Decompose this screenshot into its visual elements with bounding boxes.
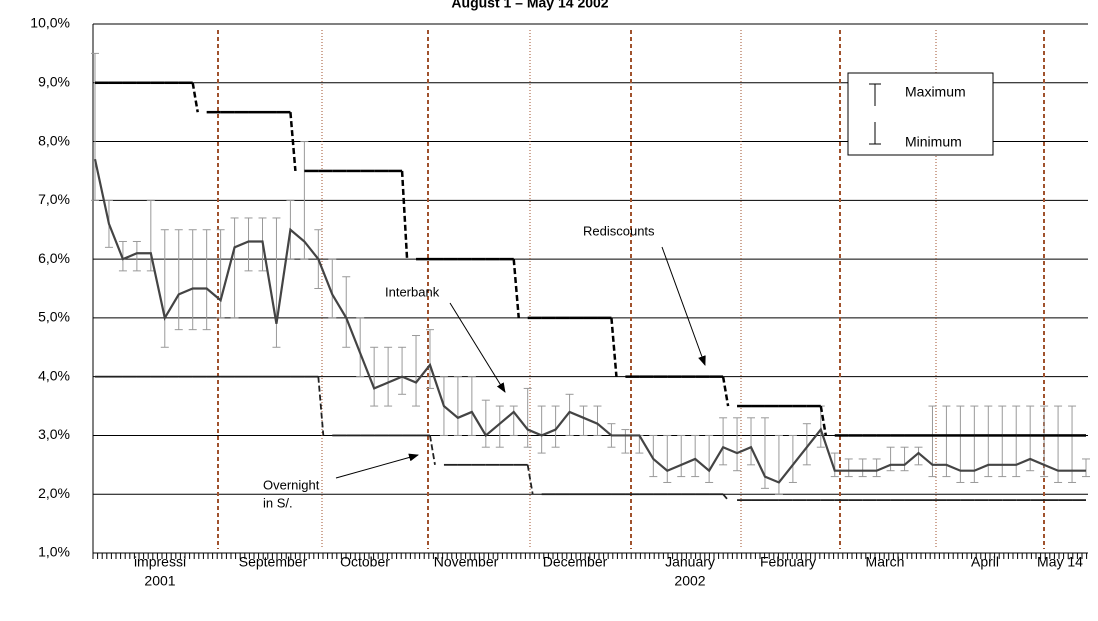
x-tick-label: December — [543, 554, 608, 570]
step-segment — [317, 376, 325, 436]
y-tick-label: 2,0% — [38, 485, 70, 501]
annotation: Rediscounts — [583, 223, 655, 238]
step-segment — [512, 259, 520, 318]
x-tick-label: May 14 — [1037, 554, 1083, 570]
y-tick-label: 7,0% — [38, 191, 70, 207]
step-segment — [429, 435, 436, 465]
x-tick-label: impressi — [134, 554, 186, 570]
step-segment — [610, 317, 618, 377]
step-segment — [722, 493, 729, 501]
step-segment — [289, 112, 297, 172]
y-tick-label: 5,0% — [38, 309, 70, 325]
step-segment — [191, 82, 199, 113]
annotation: in S/. — [263, 495, 293, 510]
step-segment — [819, 405, 828, 436]
annotation: Overnight — [263, 477, 320, 492]
interbank-line — [93, 158, 1086, 484]
x-tick-label: January — [665, 554, 715, 570]
x-tick-label: April — [971, 554, 999, 570]
x-tick-label: September — [239, 554, 308, 570]
x-tick-sublabel: 2001 — [144, 573, 175, 589]
y-tick-label: 3,0% — [38, 426, 70, 442]
x-tick-label: March — [866, 554, 905, 570]
annotation-arrow — [449, 302, 506, 393]
y-tick-label: 10,0% — [30, 15, 70, 31]
legend-label: Minimum — [905, 134, 962, 150]
annotation: Interbank — [385, 284, 440, 299]
y-tick-label: 6,0% — [38, 250, 70, 266]
step-segment — [526, 464, 534, 495]
x-tick-label: November — [434, 554, 499, 570]
legend-label: Maximum — [905, 84, 966, 100]
x-tick-label: October — [340, 554, 390, 570]
y-tick-label: 4,0% — [38, 367, 70, 383]
y-tick-label: 8,0% — [38, 132, 70, 148]
step-segment — [400, 170, 409, 260]
step-segment — [721, 376, 730, 407]
y-tick-label: 1,0% — [38, 544, 70, 560]
y-tick-label: 9,0% — [38, 73, 70, 89]
x-tick-label: February — [760, 554, 816, 570]
annotation-arrow — [661, 246, 706, 366]
x-tick-sublabel: 2002 — [674, 573, 705, 589]
annotation-arrow — [335, 453, 419, 479]
legend-box — [847, 72, 994, 156]
chart-title: August 1 – May 14 2002 — [451, 0, 608, 11]
legend-icon — [869, 83, 881, 145]
